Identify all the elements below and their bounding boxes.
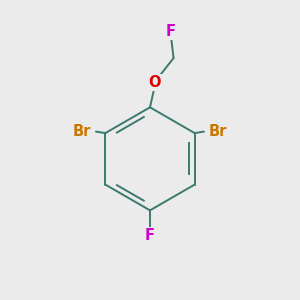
Text: O: O (148, 75, 161, 90)
Text: F: F (145, 229, 155, 244)
Text: Br: Br (209, 124, 227, 139)
Text: F: F (166, 24, 176, 39)
Text: Br: Br (73, 124, 91, 139)
